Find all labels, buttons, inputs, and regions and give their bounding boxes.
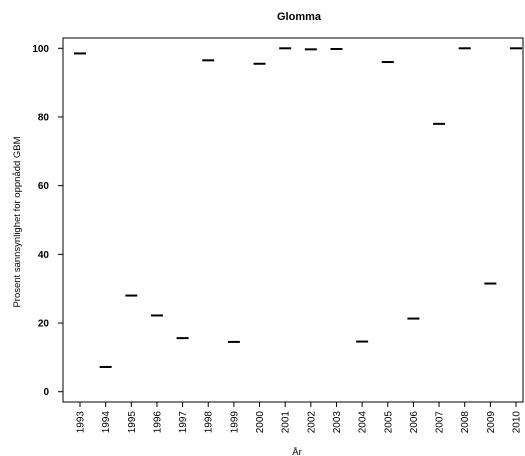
x-tick-label: 2002 bbox=[306, 411, 317, 434]
y-axis-label: Prosent sannsynlighet for oppnådd GBM bbox=[12, 136, 23, 307]
x-tick-label: 2010 bbox=[512, 411, 523, 434]
x-tick-label: 1993 bbox=[76, 411, 87, 434]
x-tick-label: 2007 bbox=[435, 411, 446, 434]
x-tick-label: 1995 bbox=[127, 411, 138, 434]
x-tick-label: 1999 bbox=[229, 411, 240, 434]
x-tick-label: 2005 bbox=[383, 411, 394, 434]
data-marks bbox=[74, 47, 522, 368]
x-tick-label: 2003 bbox=[332, 411, 343, 434]
y-tick-label: 0 bbox=[43, 387, 49, 398]
x-tick-label: 1997 bbox=[178, 411, 189, 434]
x-tick-label: 2001 bbox=[281, 411, 292, 434]
y-tick-label: 20 bbox=[38, 319, 50, 330]
x-axis-label: År bbox=[292, 447, 302, 456]
y-tick-label: 100 bbox=[32, 44, 49, 55]
plot-frame bbox=[62, 37, 524, 403]
x-axis: 1993 1994 1995 1996 1997 1998 1999 2000 2001 2002… bbox=[76, 402, 523, 433]
chart-title: Glomma bbox=[277, 11, 322, 23]
y-tick-label: 60 bbox=[38, 181, 50, 192]
y-axis: 0 20 40 60 80 100 bbox=[32, 44, 63, 398]
x-tick-label: 1994 bbox=[101, 411, 112, 434]
x-tick-label: 1998 bbox=[204, 411, 215, 434]
x-tick-label: 1996 bbox=[152, 411, 163, 434]
y-tick-label: 40 bbox=[38, 250, 50, 261]
y-tick-label: 80 bbox=[38, 112, 50, 123]
x-tick-label: 2004 bbox=[358, 411, 369, 434]
x-tick-label: 2009 bbox=[486, 411, 497, 434]
x-tick-label: 2000 bbox=[255, 411, 266, 434]
x-tick-label: 2006 bbox=[409, 411, 420, 434]
x-tick-label: 2008 bbox=[460, 411, 471, 434]
